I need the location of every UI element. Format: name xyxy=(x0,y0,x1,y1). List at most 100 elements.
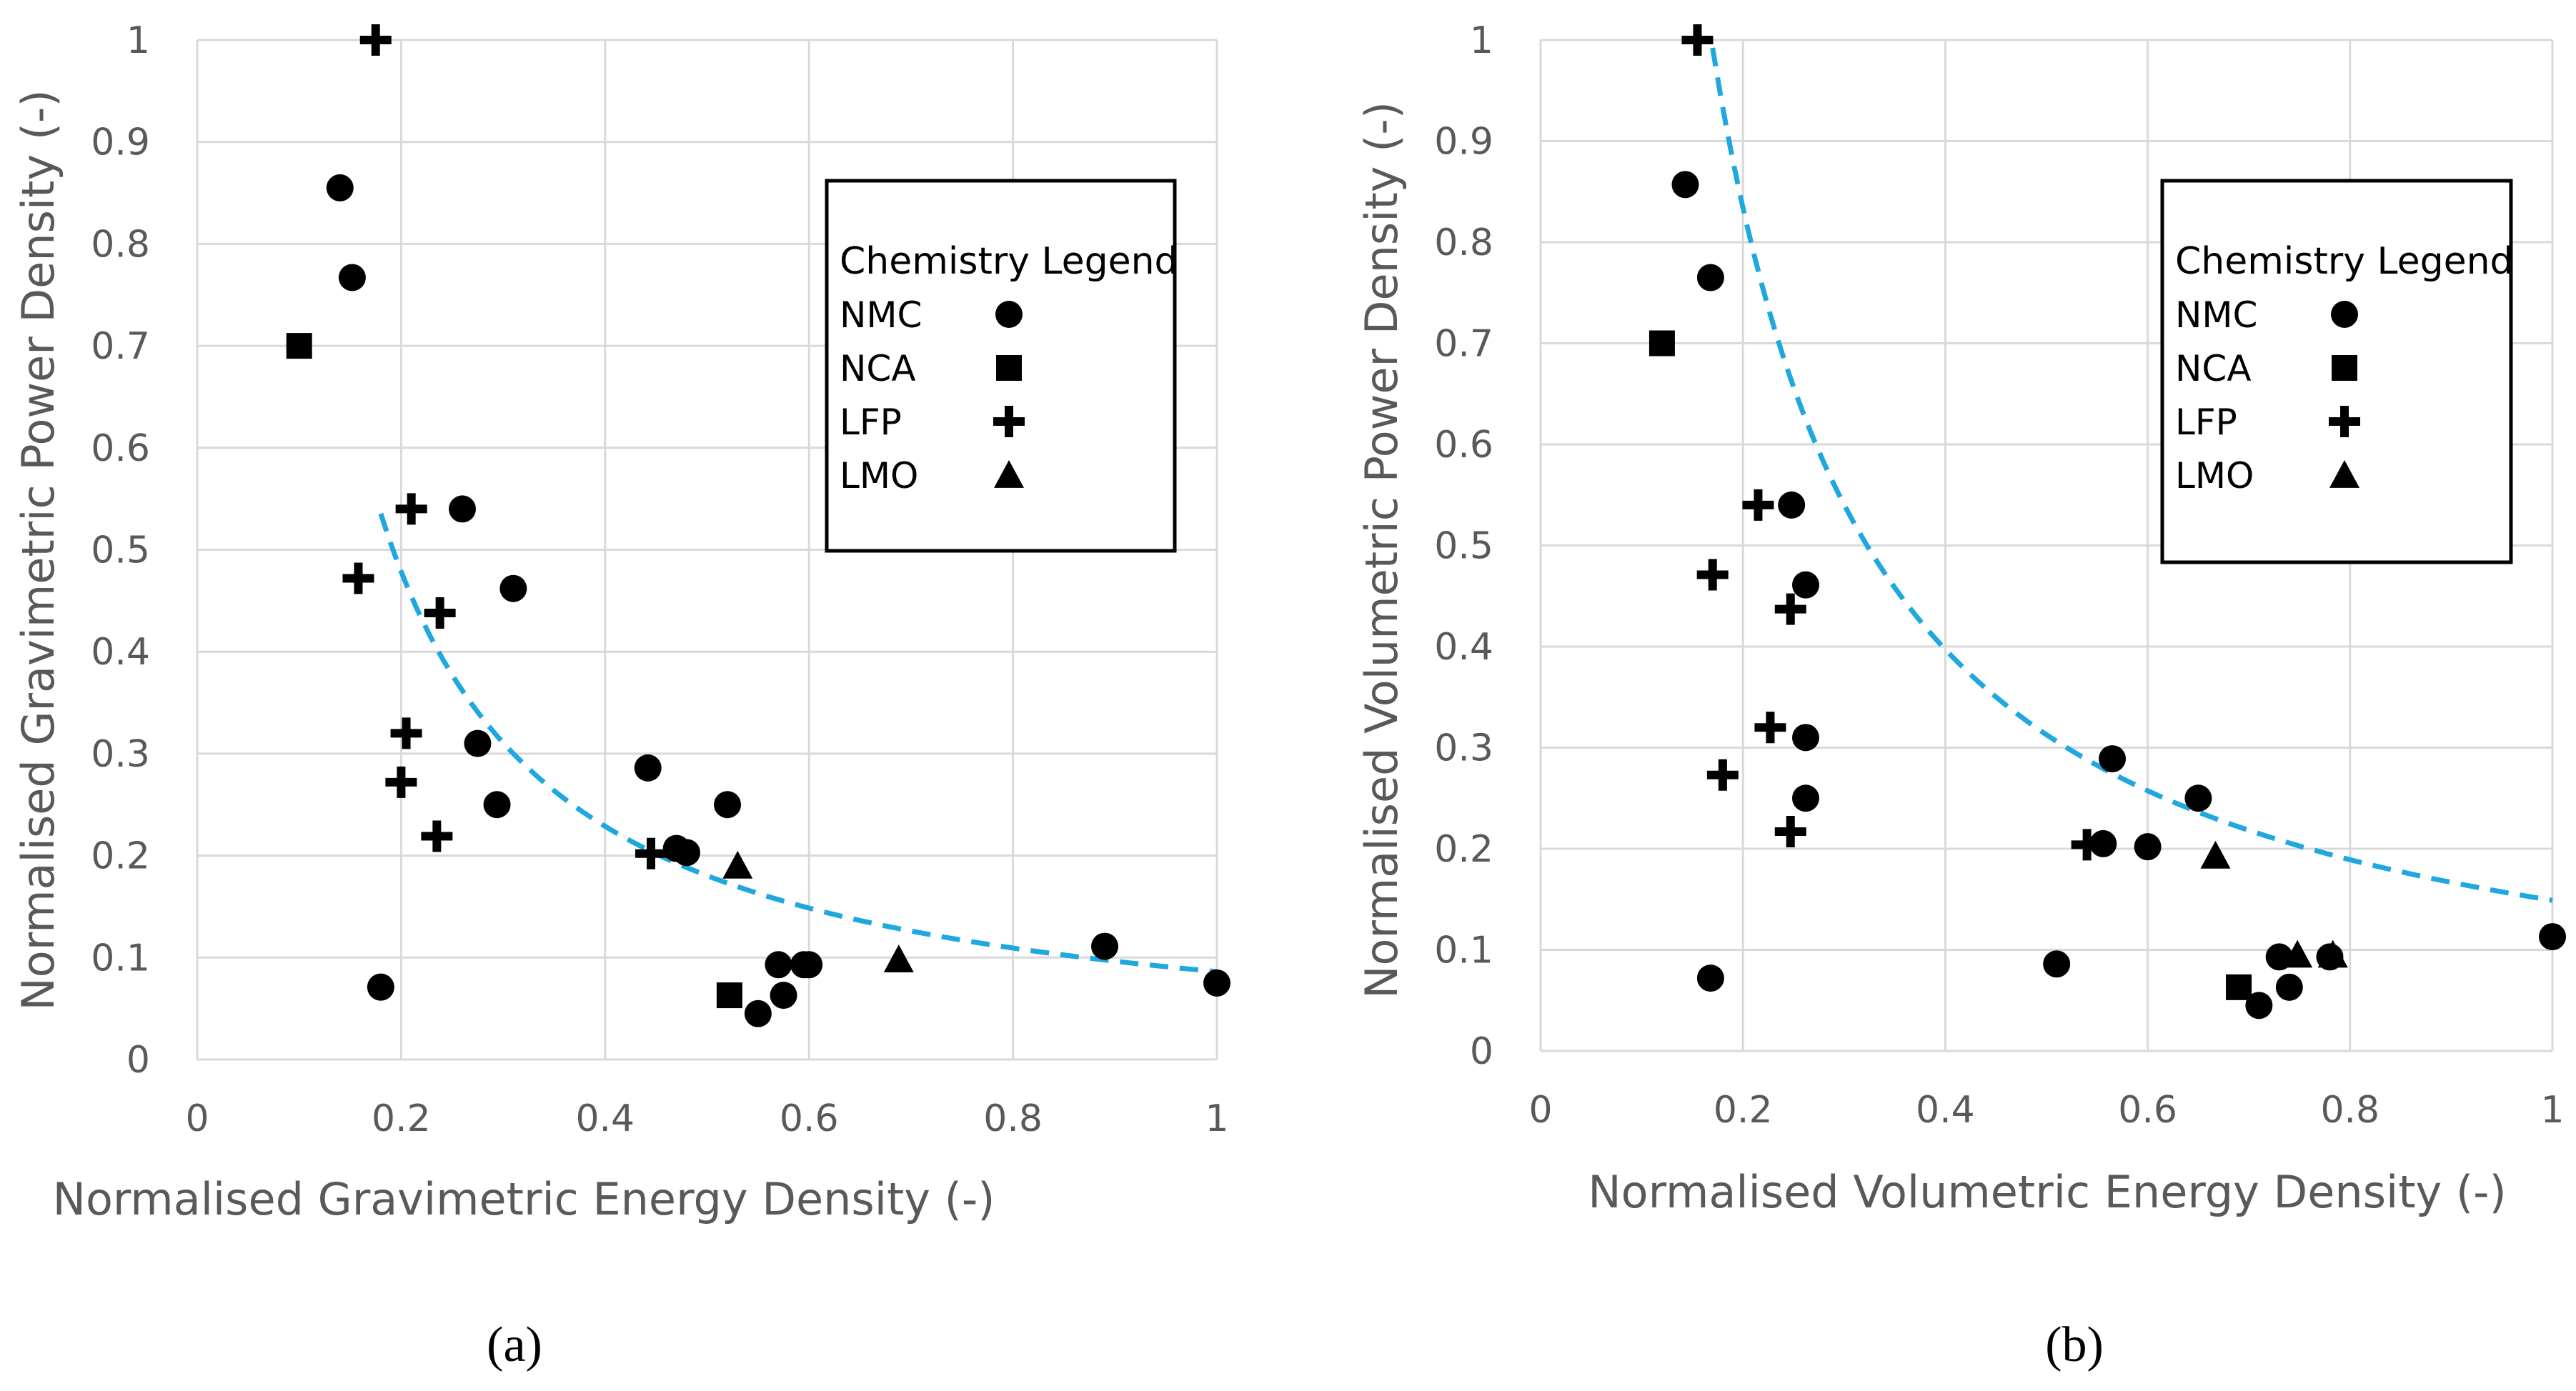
nmc-data-point xyxy=(367,973,394,1001)
panel-a-x-axis-title: Normalised Gravimetric Energy Density (-… xyxy=(53,1173,995,1225)
y-tick-label: 0.9 xyxy=(91,121,150,164)
nmc-data-point xyxy=(2099,745,2127,773)
lfp-data-point xyxy=(1774,815,1806,847)
lfp-data-point xyxy=(1742,489,1774,521)
lfp-data-point xyxy=(385,766,417,798)
x-tick-label: 0.2 xyxy=(372,1097,431,1140)
y-tick-label: 1 xyxy=(126,19,150,62)
y-tick-label: 0.4 xyxy=(1434,626,1493,669)
panel-b-legend: Chemistry Legend NMC NCA LFP LMO xyxy=(2160,179,2514,564)
legend-label-nmc: NMC xyxy=(840,294,922,336)
legend-marker-nmc xyxy=(2331,301,2358,328)
nca-data-point xyxy=(716,982,742,1009)
legend-marker-lfp xyxy=(2329,406,2360,437)
nca-data-point xyxy=(2226,974,2252,1000)
y-tick-label: 0.2 xyxy=(1434,828,1493,871)
nmc-data-point xyxy=(1696,964,1724,992)
legend-marker-lfp xyxy=(993,406,1025,437)
nmc-data-point xyxy=(499,574,527,602)
x-tick-label: 0.6 xyxy=(780,1097,839,1140)
panel-b-fit-curve xyxy=(1710,47,2553,903)
panel-b-y-axis-title: Normalised Volumetric Power Density (-) xyxy=(1356,101,1408,999)
lfp-data-point xyxy=(424,597,456,629)
legend-title: Chemistry Legend xyxy=(2175,240,2514,283)
legend-label-lfp: LFP xyxy=(2175,402,2237,443)
x-tick-label: 0.4 xyxy=(1916,1089,1975,1132)
nmc-data-point xyxy=(2043,950,2071,978)
nmc-data-point xyxy=(1696,264,1724,291)
y-tick-label: 0.8 xyxy=(91,223,150,266)
legend-marker-nmc xyxy=(995,301,1023,328)
panel-b-x-tick-labels: 0 0.2 0.4 0.6 0.8 1 xyxy=(1528,1089,2564,1132)
legend-label-lmo: LMO xyxy=(840,455,918,497)
y-tick-label: 0.7 xyxy=(91,325,150,368)
y-tick-label: 0.3 xyxy=(1434,727,1493,770)
nmc-data-point xyxy=(2275,973,2303,1001)
y-tick-label: 0.9 xyxy=(1434,121,1493,164)
panel-a-y-axis-title: Normalised Gravimetric Power Density (-) xyxy=(12,89,64,1010)
x-tick-label: 0 xyxy=(1528,1089,1552,1132)
nca-data-point xyxy=(1648,330,1675,357)
lmo-data-point xyxy=(2282,939,2313,968)
lfp-data-point xyxy=(1681,24,1714,56)
y-tick-label: 0.2 xyxy=(91,835,150,878)
panel-a-x-tick-labels: 0 0.2 0.4 0.6 0.8 1 xyxy=(185,1097,1228,1140)
panel-a-y-tick-labels: 0 0.1 0.2 0.3 0.4 0.5 0.6 0.7 0.8 0.9 1 xyxy=(91,19,150,1082)
y-tick-label: 0.1 xyxy=(1434,929,1493,972)
legend-marker-lmo xyxy=(2329,460,2359,488)
legend-label-nca: NCA xyxy=(2175,348,2252,389)
panel-b-y-tick-labels: 0 0.1 0.2 0.3 0.4 0.5 0.6 0.7 0.8 0.9 1 xyxy=(1434,19,1493,1073)
legend-label-lmo: LMO xyxy=(2175,455,2254,497)
panel-b-x-axis-title: Normalised Volumetric Energy Density (-) xyxy=(1588,1166,2506,1218)
y-tick-label: 0 xyxy=(126,1039,150,1082)
nmc-data-point xyxy=(2089,829,2117,857)
nmc-data-point xyxy=(765,951,792,979)
panel-a-fit-curve xyxy=(378,512,1218,974)
x-tick-label: 0.6 xyxy=(2118,1089,2177,1132)
nmc-data-point xyxy=(770,982,797,1009)
legend-marker-nca xyxy=(2332,355,2357,381)
lfp-data-point xyxy=(1696,559,1729,591)
lfp-data-point xyxy=(342,562,374,594)
legend-title: Chemistry Legend xyxy=(840,240,1178,283)
lfp-data-point xyxy=(1706,759,1739,791)
y-tick-label: 0.5 xyxy=(91,529,150,572)
y-tick-label: 0.7 xyxy=(1434,323,1493,366)
y-tick-label: 0.5 xyxy=(1434,525,1493,568)
lfp-data-point xyxy=(2071,829,2103,861)
nmc-data-point xyxy=(2539,923,2566,951)
lfp-data-point xyxy=(635,837,667,869)
y-tick-label: 0.6 xyxy=(91,427,150,470)
legend-label-nca: NCA xyxy=(840,348,916,389)
lmo-data-point xyxy=(883,944,914,973)
nmc-data-point xyxy=(2134,833,2162,861)
panel-a-data-points xyxy=(286,24,1230,1027)
y-tick-label: 0.4 xyxy=(91,631,150,674)
nmc-data-point xyxy=(483,791,511,819)
x-tick-label: 0.8 xyxy=(983,1097,1043,1140)
y-tick-label: 1 xyxy=(1470,19,1493,62)
nmc-data-point xyxy=(1791,724,1819,752)
nmc-data-point xyxy=(714,791,742,819)
x-tick-label: 0.2 xyxy=(1714,1089,1773,1132)
y-tick-label: 0.3 xyxy=(91,733,150,776)
nmc-data-point xyxy=(1791,784,1819,812)
nmc-data-point xyxy=(795,951,823,979)
legend-marker-nca xyxy=(996,355,1022,381)
nmc-data-point xyxy=(744,999,772,1027)
nmc-data-point xyxy=(1671,171,1699,199)
lmo-data-point xyxy=(2200,840,2231,869)
lfp-data-point xyxy=(421,820,453,852)
lmo-data-point xyxy=(2317,939,2348,968)
lfp-data-point xyxy=(1774,593,1806,625)
nmc-data-point xyxy=(326,174,354,201)
panel-b-caption: (b) xyxy=(2045,1317,2104,1372)
y-tick-label: 0.6 xyxy=(1434,424,1493,467)
nmc-data-point xyxy=(1091,932,1119,960)
y-tick-label: 0.1 xyxy=(91,937,150,979)
nmc-data-point xyxy=(1203,969,1230,997)
x-tick-label: 1 xyxy=(1205,1097,1228,1140)
lfp-data-point xyxy=(395,493,427,525)
panel-b-chart: 0 0.2 0.4 0.6 0.8 1 0 0.1 0.2 0.3 0.4 0.5 0.6 0.7 0.8… xyxy=(1356,19,2566,1372)
lfp-data-point xyxy=(390,717,422,749)
